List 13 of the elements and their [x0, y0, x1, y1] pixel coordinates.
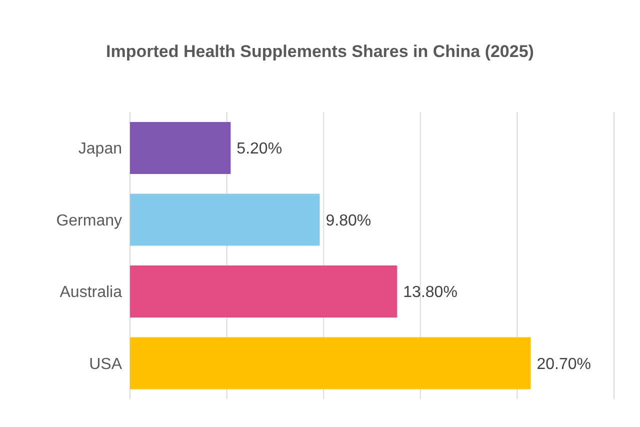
data-label: 5.20%	[236, 140, 282, 158]
bar	[130, 266, 398, 318]
bar	[130, 122, 231, 174]
y-tick-label: Germany	[56, 212, 122, 230]
data-label: 9.80%	[326, 212, 372, 230]
data-label: 13.80%	[403, 284, 458, 302]
y-tick-label: Japan	[78, 140, 122, 158]
y-tick-label: Australia	[60, 284, 122, 302]
y-tick-label: USA	[89, 356, 122, 373]
bar	[130, 194, 320, 246]
bar	[130, 337, 531, 390]
data-label: 20.70%	[536, 356, 592, 373]
chart-title: Imported Health Supplements Shares in China (2025)	[105, 42, 535, 62]
